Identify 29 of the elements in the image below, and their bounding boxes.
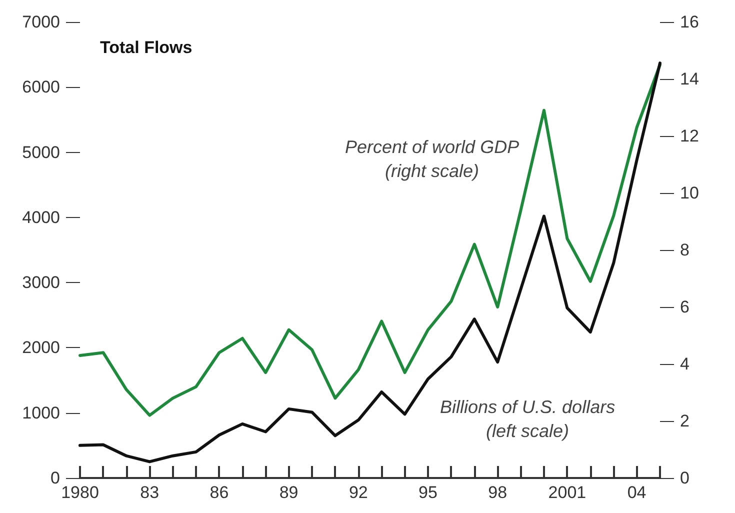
series-label: Percent of world GDP (right scale) (344, 137, 520, 181)
x-tick-label: 86 (210, 483, 229, 502)
x-tick-label: 95 (418, 483, 438, 502)
y2-tick-label: 4 (680, 354, 690, 374)
x-tick-label: 83 (140, 483, 160, 502)
x-tick-label: 2001 (548, 483, 586, 502)
text: Total Flows (100, 38, 192, 57)
y-tick-label: 6000 (22, 78, 60, 97)
y2-tick-label: 16 (680, 12, 699, 32)
series-label: Billions of U.S. dollars (left scale) (440, 397, 616, 441)
x-tick-label: 1980 (61, 483, 99, 502)
x-tick-label: 98 (488, 483, 508, 502)
y2-tick-label: 8 (680, 240, 690, 260)
y-tick-label: 4000 (22, 208, 60, 227)
y-tick-label: 3000 (22, 273, 60, 292)
y-tick-label: 7000 (22, 12, 60, 32)
x-tick-label: 89 (279, 483, 298, 502)
x-tick-label: 04 (627, 483, 646, 502)
y2-tick-label: 2 (680, 412, 690, 430)
y2-tick-label: 10 (680, 184, 699, 202)
y2-tick-label: 0 (680, 468, 690, 488)
x-tick-label: 92 (348, 483, 368, 502)
y2-tick-label: 14 (680, 70, 699, 88)
y-tick-label: 2000 (22, 338, 60, 358)
y-tick-label: 5000 (22, 142, 60, 162)
y2-tick-label: 12 (680, 126, 699, 146)
y2-tick-label: 6 (680, 298, 690, 316)
y-tick-label: 1000 (22, 403, 60, 422)
y-tick-label: 0 (50, 468, 60, 488)
